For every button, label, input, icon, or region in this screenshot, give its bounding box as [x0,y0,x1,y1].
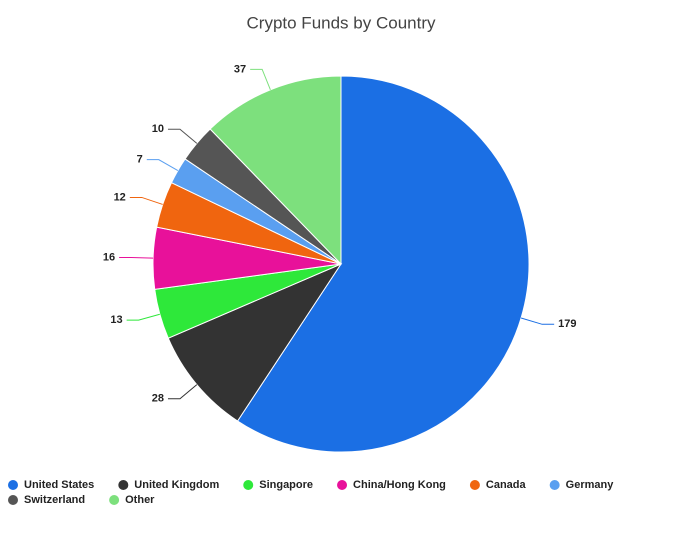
leader-line [129,196,163,205]
chart-title: Crypto Funds by Country [247,13,436,32]
data-label: 28 [152,393,164,405]
legend-label: Switzerland [24,494,85,506]
data-label: 13 [110,314,122,326]
legend-marker [8,480,18,490]
leader-line [520,317,555,325]
legend-item: Canada [469,479,527,491]
legend-item: China/Hong Kong [337,479,446,491]
legend-item: Germany [549,479,615,491]
data-label: 16 [103,251,115,263]
leader-line [250,68,271,90]
pie-slice [209,75,342,266]
pie-slice [236,75,530,453]
legend-item: Singapore [243,479,313,491]
legend-item: Switzerland [8,494,85,506]
leader-line [167,128,198,144]
legend-label: Canada [486,479,527,491]
legend-marker [118,480,129,490]
leader-line [167,384,198,400]
leader-line [146,159,179,171]
data-label: 12 [114,191,126,203]
legend-marker [469,480,480,490]
legend-marker [243,480,254,490]
legend-label: United States [24,479,94,491]
legend-label: Other [125,494,155,506]
legend-marker [109,495,120,505]
leader-line [119,256,154,259]
leader-line [126,313,160,321]
legend-marker [8,495,18,505]
data-label: 10 [152,123,164,135]
legend-item: United States [8,479,94,491]
legend-item: United Kingdom [118,479,219,491]
legend-label: Singapore [259,479,313,491]
legend-label: United Kingdom [134,479,219,491]
legend-item: Other [109,494,155,506]
data-label: 7 [137,154,143,166]
data-label: 37 [234,63,246,75]
legend-label: China/Hong Kong [353,479,446,491]
legend-marker [549,480,560,490]
legend-label: Germany [566,479,615,491]
legend-marker [337,480,348,490]
data-label: 179 [558,318,576,330]
